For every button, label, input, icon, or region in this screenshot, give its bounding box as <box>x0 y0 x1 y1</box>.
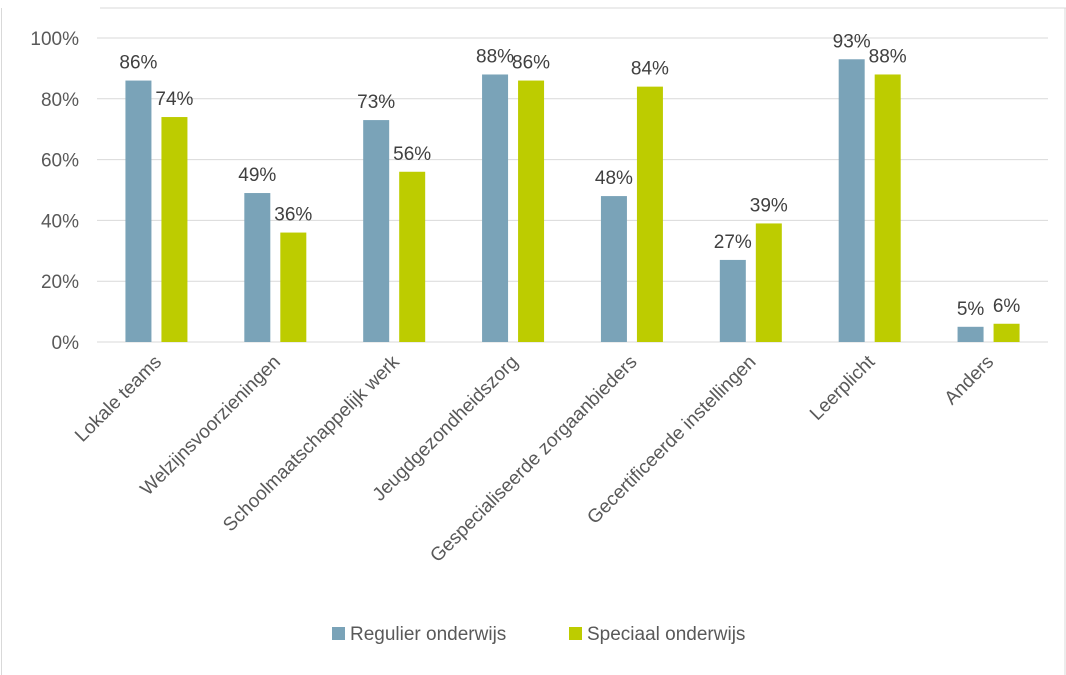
y-axis: 0% 20% 40% 60% 80% 100% <box>30 29 79 354</box>
x-tick-label: Leerplicht <box>806 351 880 425</box>
data-label: 5% <box>957 299 985 320</box>
data-label: 73% <box>357 92 395 113</box>
bar-regulier <box>600 196 627 342</box>
y-tick-label: 60% <box>41 151 79 172</box>
bar-speciaal <box>399 171 426 342</box>
x-tick-label: Anders <box>941 352 998 409</box>
bar-speciaal <box>518 80 545 342</box>
data-labels: 86% 49% 73% 88% 48% 27% 93% 5% 74% 36% 56% 86% 84% 39… <box>119 31 1020 320</box>
bar-speciaal <box>636 86 663 342</box>
data-label: 86% <box>512 53 550 74</box>
bar-regulier <box>244 193 271 342</box>
bar-speciaal <box>280 232 307 342</box>
x-tick-label: Gespecialiseerde zorgaanbieders <box>426 352 641 567</box>
data-label: 48% <box>595 168 633 189</box>
data-label: 49% <box>238 165 276 186</box>
legend-swatch <box>569 627 582 640</box>
y-tick-label: 100% <box>30 29 79 50</box>
data-label: 6% <box>993 296 1021 317</box>
y-tick-label: 80% <box>41 90 79 111</box>
bar-regulier <box>838 59 865 342</box>
data-label: 93% <box>833 31 871 52</box>
bar-regulier <box>125 80 152 342</box>
data-label: 27% <box>714 232 752 253</box>
legend-label: Speciaal onderwijs <box>587 624 745 645</box>
data-label: 88% <box>869 46 907 67</box>
y-tick-label: 0% <box>52 333 80 354</box>
legend-swatch <box>332 627 345 640</box>
x-tick-label: Lokale teams <box>71 352 166 447</box>
bar-regulier <box>363 120 390 342</box>
data-label: 86% <box>119 53 157 74</box>
bar-speciaal <box>874 74 901 342</box>
bar-regulier <box>719 259 746 342</box>
gridlines <box>97 37 1048 343</box>
legend-label: Regulier onderwijs <box>350 624 506 645</box>
bar-regulier <box>482 74 509 342</box>
bar-regulier <box>957 326 984 342</box>
y-tick-label: 40% <box>41 211 79 232</box>
legend: Regulier onderwijs Speciaal onderwijs <box>332 624 745 645</box>
bar-speciaal <box>993 323 1020 342</box>
data-label: 88% <box>476 46 514 67</box>
bars <box>125 59 1020 342</box>
data-label: 84% <box>631 59 669 80</box>
data-label: 36% <box>274 205 312 226</box>
data-label: 39% <box>750 195 788 216</box>
y-tick-label: 20% <box>41 272 79 293</box>
data-label: 74% <box>155 89 193 110</box>
data-label: 56% <box>393 144 431 165</box>
x-axis: Lokale teamsWelzijnsvoorzieningenSchoolm… <box>71 351 998 567</box>
bar-speciaal <box>755 223 782 342</box>
bar-speciaal <box>161 117 188 342</box>
